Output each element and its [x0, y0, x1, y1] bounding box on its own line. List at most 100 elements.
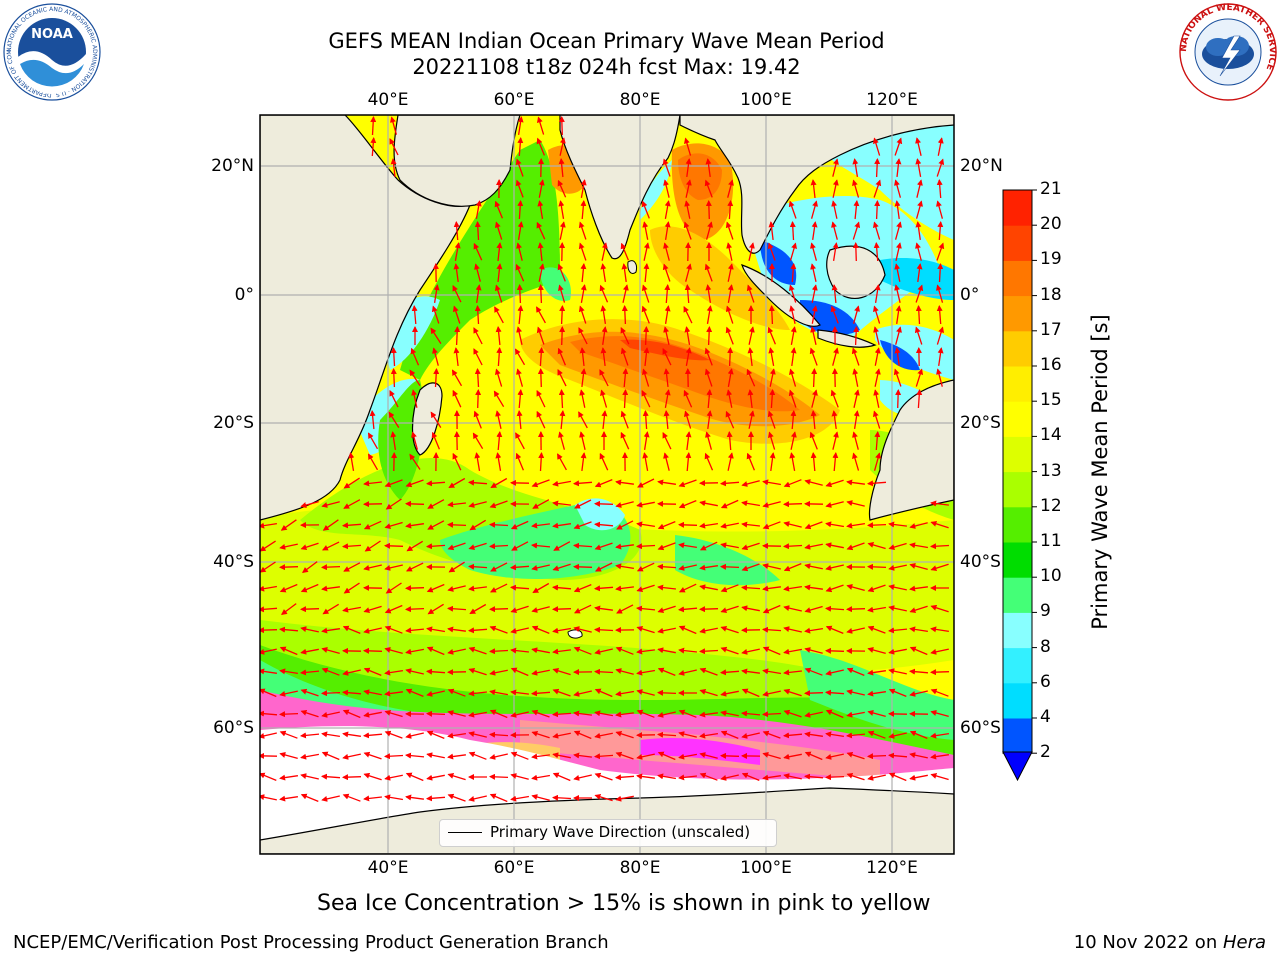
wave-direction-arrow [495, 452, 502, 472]
wave-direction-arrow [531, 479, 550, 488]
wave-direction-arrow [804, 605, 823, 613]
lon-label-bottom-120e: 120°E [866, 858, 918, 878]
wave-direction-arrow [768, 305, 775, 325]
wave-direction-arrow [468, 501, 487, 508]
wave-direction-arrow [746, 452, 756, 471]
wave-direction-arrow [727, 263, 734, 282]
wave-direction-arrow [447, 772, 466, 781]
wave-direction-arrow [657, 751, 676, 761]
wave-direction-arrow [657, 563, 677, 570]
lat-label-right-40s: 40°S [960, 552, 1001, 572]
wave-direction-arrow [720, 625, 739, 634]
wave-direction-arrow [643, 263, 650, 283]
wave-direction-arrow [641, 200, 650, 219]
wave-direction-arrow [741, 542, 760, 551]
wave-direction-arrow [580, 263, 587, 283]
wave-direction-arrow [559, 305, 566, 325]
wave-direction-arrow [558, 431, 566, 450]
wave-direction-arrow [411, 431, 419, 450]
wave-direction-arrow [894, 263, 901, 282]
wave-direction-arrow [769, 452, 776, 471]
wave-direction-arrow [895, 158, 902, 177]
wave-direction-arrow [279, 690, 298, 697]
colorbar-tick-label: 2 [1040, 742, 1051, 763]
wave-direction-arrow [615, 730, 634, 739]
wave-direction-arrow [537, 242, 544, 261]
wave-direction-arrow [930, 710, 949, 718]
wave-direction-arrow [853, 410, 860, 430]
wave-direction-arrow [468, 751, 487, 760]
wave-direction-arrow [783, 669, 802, 676]
wave-direction-arrow [685, 347, 692, 367]
wave-direction-arrow [384, 625, 403, 634]
wave-direction-arrow [783, 479, 802, 488]
wave-direction-arrow [643, 347, 650, 366]
wave-direction-arrow [888, 584, 907, 591]
wave-direction-arrow [511, 541, 529, 551]
wave-direction-arrow [636, 605, 656, 612]
wave-direction-arrow [452, 452, 462, 471]
wave-direction-arrow [516, 368, 524, 387]
wave-direction-arrow [510, 520, 529, 530]
wave-direction-arrow [559, 221, 566, 240]
wave-direction-arrow [867, 542, 886, 550]
wave-direction-arrow [490, 562, 508, 572]
wave-direction-arrow [474, 368, 481, 388]
wave-direction-arrow [683, 221, 692, 240]
wave-direction-arrow [705, 158, 712, 177]
wave-direction-arrow [531, 647, 550, 654]
wave-direction-arrow [426, 646, 445, 656]
wave-direction-arrow [573, 752, 592, 759]
wave-direction-arrow [558, 116, 565, 136]
wave-direction-arrow [536, 326, 545, 345]
wave-direction-arrow [930, 563, 949, 572]
wave-direction-arrow [531, 730, 550, 739]
wave-direction-arrow [930, 732, 950, 739]
wave-direction-arrow [489, 773, 509, 780]
wave-direction-arrow [810, 326, 817, 345]
wave-direction-arrow [321, 731, 341, 738]
wave-direction-arrow [537, 284, 544, 304]
colorbar-tick-label: 14 [1040, 425, 1062, 446]
wave-direction-arrow [846, 627, 865, 634]
wave-direction-arrow [894, 221, 902, 240]
wave-direction-arrow [432, 347, 439, 366]
wave-direction-arrow [825, 564, 844, 571]
wave-direction-arrow [537, 200, 544, 220]
wave-direction-arrow [495, 326, 502, 346]
wave-direction-arrow [636, 584, 655, 593]
wave-direction-arrow [453, 221, 460, 241]
wave-direction-arrow [348, 452, 355, 472]
wave-direction-arrow [370, 137, 377, 157]
wave-direction-arrow [300, 500, 319, 508]
wave-direction-arrow [300, 688, 319, 697]
wave-direction-arrow [741, 584, 761, 591]
wave-direction-arrow [473, 410, 482, 429]
wave-direction-arrow [426, 730, 445, 740]
wave-direction-arrow [657, 731, 677, 738]
wave-direction-arrow [678, 669, 697, 676]
east-india-coast-cyan [640, 160, 672, 220]
wave-direction-arrow [363, 689, 382, 696]
wave-direction-arrow [853, 389, 860, 408]
wave-direction-arrow [769, 389, 776, 409]
wave-direction-arrow [363, 751, 382, 760]
lat-label-left-0: 0° [234, 285, 254, 305]
colorbar-block [1003, 330, 1032, 367]
wave-direction-arrow [767, 326, 777, 345]
wave-direction-arrow [552, 606, 572, 613]
wave-direction-arrow [615, 479, 634, 486]
colorbar-tick-label: 12 [1040, 495, 1062, 516]
wave-direction-arrow [867, 730, 886, 739]
wave-direction-arrow [642, 452, 649, 472]
wave-direction-arrow [342, 689, 362, 696]
wave-direction-arrow [531, 753, 550, 760]
wave-direction-arrow [384, 647, 403, 655]
wave-direction-arrow [825, 774, 845, 781]
wave-direction-arrow [790, 263, 797, 283]
colorbar-tick-label: 21 [1040, 179, 1062, 199]
wave-direction-arrow [783, 773, 802, 780]
australia-land [868, 379, 954, 521]
wave-direction-arrow [322, 519, 339, 531]
wave-direction-arrow [363, 772, 382, 781]
